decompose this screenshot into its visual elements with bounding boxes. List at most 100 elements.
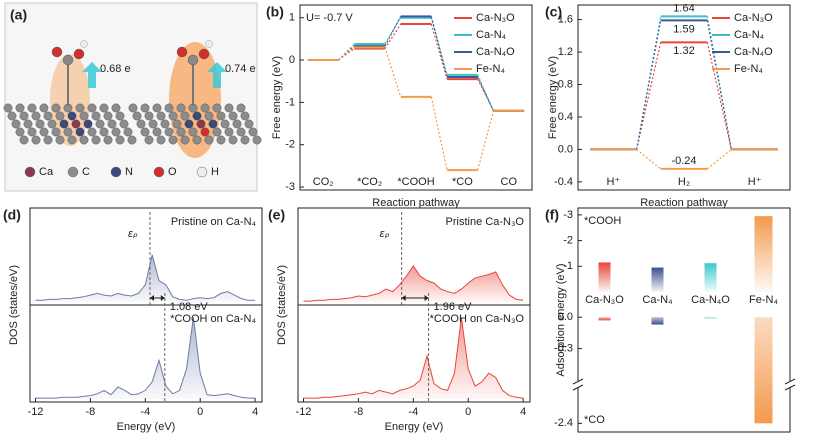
- atom: [205, 40, 213, 48]
- atom: [51, 127, 61, 137]
- legend-swatch: [24, 166, 36, 178]
- connector: [430, 96, 448, 171]
- legend-swatch: [67, 166, 79, 178]
- panel-annotation: *CO: [584, 414, 605, 426]
- y-tick-label: -1: [285, 96, 295, 108]
- atom: [184, 119, 194, 129]
- atom: [180, 111, 190, 121]
- x-tick-label: CO₂: [313, 176, 334, 188]
- atom: [111, 127, 121, 137]
- connector: [430, 16, 448, 78]
- y-tick-label: -2: [285, 139, 295, 151]
- x-tick-label: 4: [252, 406, 258, 418]
- atom: [180, 135, 190, 145]
- connector: [706, 20, 732, 150]
- x-tick-label: -4: [408, 406, 418, 418]
- atom: [244, 119, 254, 129]
- connector: [384, 23, 402, 49]
- atom: [23, 119, 33, 129]
- bar: [598, 262, 611, 292]
- atom: [212, 103, 222, 113]
- atom: [15, 103, 25, 113]
- atom: [216, 135, 226, 145]
- y-tick-label: 0.8: [558, 78, 573, 90]
- atom: [73, 48, 85, 60]
- atom: [43, 135, 53, 145]
- atom: [164, 103, 174, 113]
- x-tick-label: 0: [197, 406, 203, 418]
- atom: [240, 135, 250, 145]
- atom: [103, 135, 113, 145]
- legend-label: N: [125, 166, 133, 178]
- legend-label: C: [82, 166, 90, 178]
- y-tick-label: 0.4: [558, 111, 573, 123]
- x-tick-label: Ca-N₄O: [691, 294, 730, 306]
- atom: [236, 103, 246, 113]
- atom: [198, 48, 210, 60]
- legend-label: Ca-N₄O: [476, 46, 515, 58]
- atom: [47, 119, 57, 129]
- panel-label: (e): [268, 207, 285, 223]
- x-tick-label: *CO₂: [357, 176, 382, 188]
- legend-label: Ca-N₃O: [476, 12, 515, 24]
- bar: [754, 317, 773, 424]
- atom: [192, 135, 202, 145]
- connector: [338, 45, 355, 61]
- atom: [55, 111, 65, 121]
- atom: [19, 111, 29, 121]
- legend-swatch: [196, 166, 208, 178]
- dos-line: [303, 265, 524, 302]
- legend-label: Ca-N₄: [476, 29, 507, 41]
- data-label: 1.32: [673, 45, 694, 57]
- dos-area: [303, 265, 524, 302]
- x-tick-label: 4: [520, 406, 526, 418]
- dos-line: [35, 317, 256, 399]
- data-label: 1.59: [673, 23, 694, 35]
- atom: [27, 127, 37, 137]
- y-tick-label: -2: [563, 234, 573, 246]
- subplot-annotation: *COOH on Ca-N₄: [170, 313, 256, 325]
- y-tick-label: 1: [289, 12, 295, 24]
- atom: [200, 103, 210, 113]
- y-axis-label: Adsorption energy (eV): [555, 263, 567, 376]
- y-tick-label: 1.2: [558, 46, 573, 58]
- legend-label: Fe-N₄: [476, 63, 505, 75]
- atom: [79, 135, 89, 145]
- x-tick-label: *CO: [452, 176, 473, 188]
- atom: [31, 111, 41, 121]
- y-axis-label: DOS (states/eV): [276, 265, 288, 345]
- atom: [176, 46, 188, 58]
- atom: [55, 135, 65, 145]
- panel-label: (d): [3, 207, 21, 223]
- atom: [67, 135, 77, 145]
- atom: [75, 127, 85, 137]
- arrow-head: [149, 295, 165, 301]
- connector: [706, 148, 732, 170]
- x-tick-label: -4: [140, 406, 150, 418]
- atom: [99, 127, 109, 137]
- atom: [176, 127, 186, 137]
- plot-frame: [577, 4, 791, 191]
- dos-line: [303, 317, 524, 399]
- atom: [119, 119, 129, 129]
- charge-label: 0.68 e: [100, 63, 131, 75]
- atom: [31, 135, 41, 145]
- atom: [140, 127, 150, 137]
- x-tick-label: Ca-N₃O: [585, 294, 624, 306]
- y-tick-label: 0.0: [558, 143, 573, 155]
- x-tick-label: CO: [501, 176, 518, 188]
- x-tick-label: -8: [354, 406, 364, 418]
- atom: [220, 119, 230, 129]
- atom: [39, 127, 49, 137]
- y-tick-label: -2.4: [554, 417, 573, 429]
- atom: [75, 103, 85, 113]
- subplot-annotation: *COOH on Ca-N₃O: [430, 313, 525, 325]
- atom: [79, 111, 89, 121]
- atom: [35, 119, 45, 129]
- atom: [148, 119, 158, 129]
- atom: [228, 111, 238, 121]
- atom: [228, 135, 238, 145]
- subplot-annotation: Pristine Ca-N₃O: [446, 216, 525, 228]
- panel-label: (b): [266, 4, 284, 20]
- connector: [430, 17, 448, 76]
